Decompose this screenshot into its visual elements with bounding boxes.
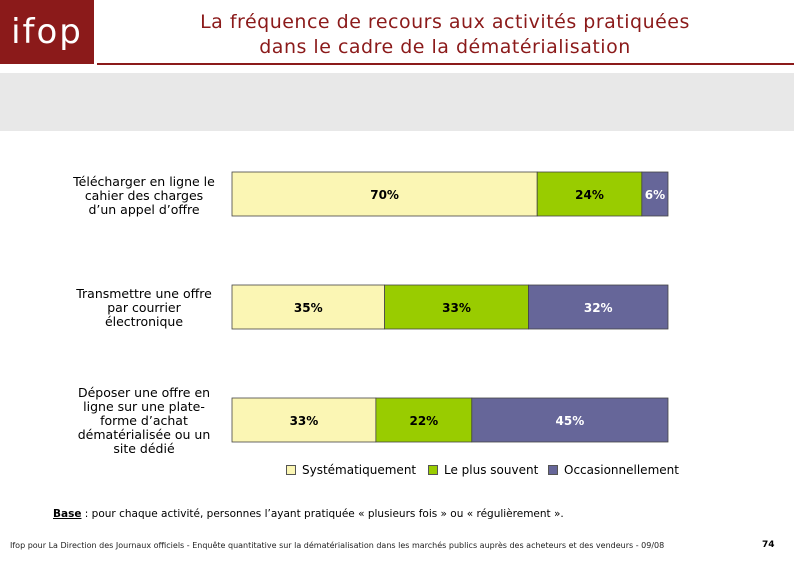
footer-source: Ifop pour La Direction des Journaux offi…	[10, 541, 665, 550]
category-label-line: ligne sur une plate-	[83, 399, 205, 414]
category-label: Télécharger en ligne le cahier des charge…	[64, 175, 224, 217]
category-label-line: forme d’achat	[100, 413, 188, 428]
bar-segment	[471, 397, 669, 443]
legend-swatch	[548, 465, 558, 475]
ifop-logo: ifop	[0, 0, 94, 64]
base-note-label: Base	[53, 508, 82, 520]
category-label-line: dématérialisée ou un	[77, 427, 211, 442]
base-note-text: : pour chaque activité, personnes l’ayan…	[81, 508, 564, 520]
bar-segment	[231, 171, 538, 217]
category-label: Déposer une offre en ligne sur une plate-…	[64, 386, 224, 456]
legend-swatch	[286, 465, 296, 475]
legend-entry: Occasionnellement	[548, 463, 679, 477]
legend-label: Occasionnellement	[564, 463, 679, 477]
bar-segment	[528, 284, 669, 330]
legend-label: Le plus souvent	[444, 463, 539, 477]
header-band	[0, 73, 794, 131]
bar-segment	[231, 397, 377, 443]
data-label: 22%	[409, 414, 438, 428]
bar-segment	[536, 171, 643, 217]
category-label-line: Déposer une offre en	[77, 385, 211, 400]
bar-segment	[375, 397, 473, 443]
category-label-line: cahier des charges	[84, 188, 204, 203]
title-divider	[97, 63, 794, 65]
page-title: La fréquence de recours aux activités pr…	[110, 10, 780, 60]
category-label-line: par courrier	[107, 300, 181, 315]
base-note: Base : pour chaque activité, personnes l…	[53, 508, 564, 520]
data-label: 33%	[290, 414, 319, 428]
page-number: 74	[762, 540, 775, 550]
data-label: 35%	[294, 301, 323, 315]
page-title-line-2: dans le cadre de la dématérialisation	[259, 36, 631, 58]
page-title-line-1: La fréquence de recours aux activités pr…	[200, 11, 690, 33]
bar-segment	[231, 284, 386, 330]
category-label-line: Transmettre une offre	[76, 286, 212, 301]
category-label-line: site dédié	[113, 441, 175, 456]
bar-segment	[641, 171, 669, 217]
category-label-line: électronique	[104, 314, 184, 329]
data-label: 24%	[575, 188, 604, 202]
data-label: 70%	[370, 188, 399, 202]
category-label-line: d’un appel d’offre	[88, 202, 200, 217]
category-label-line: Télécharger en ligne le	[73, 174, 215, 189]
bar-segment	[384, 284, 529, 330]
legend-swatch	[428, 465, 438, 475]
data-label: 32%	[584, 301, 613, 315]
data-label: 45%	[556, 414, 585, 428]
legend-entry: Systématiquement	[286, 463, 416, 477]
data-label: 33%	[442, 301, 471, 315]
logo-text: ifop	[11, 12, 83, 52]
category-label: Transmettre une offre par courrier électro…	[64, 287, 224, 329]
data-label: 6%	[645, 188, 665, 202]
legend-label: Systématiquement	[302, 463, 417, 477]
legend-entry: Le plus souvent	[428, 463, 538, 477]
